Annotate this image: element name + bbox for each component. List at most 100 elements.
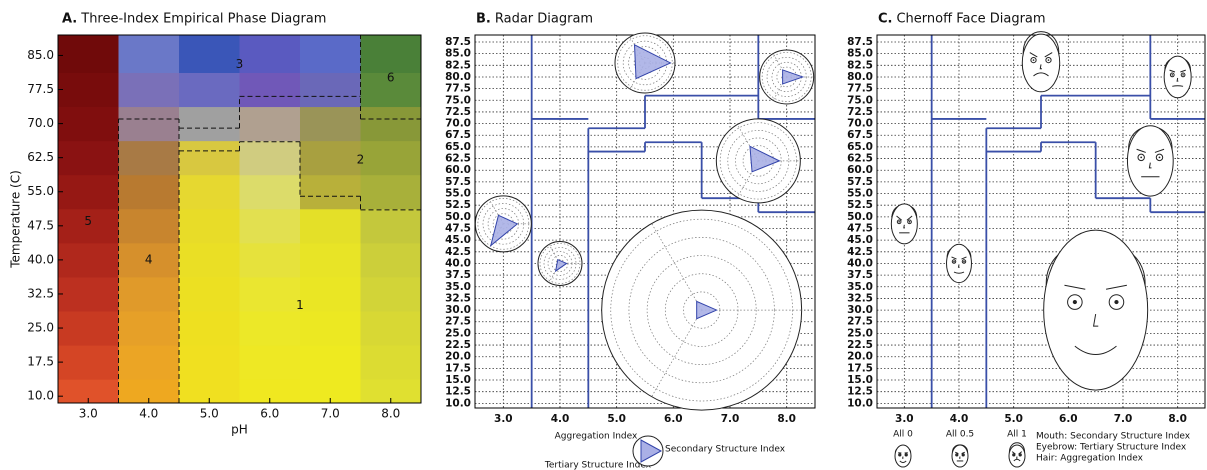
heatmap-cell — [300, 243, 361, 278]
y-tick-label: 77.5 — [445, 83, 471, 95]
heatmap-cell — [240, 311, 301, 346]
x-tick-label: 4.0 — [551, 413, 570, 425]
y-tick-label: 72.5 — [847, 106, 873, 118]
y-tick-label: 50.0 — [847, 211, 873, 223]
y-tick-label: 10.0 — [445, 397, 471, 409]
y-tick-label: 77.5 — [27, 82, 54, 96]
y-tick-label: 20.0 — [445, 351, 471, 363]
y-tick-label: 45.0 — [445, 234, 471, 246]
heatmap-cell — [361, 141, 422, 176]
x-tick-label: 7.0 — [721, 413, 740, 425]
x-tick-label: 8.0 — [381, 407, 400, 421]
x-tick-label: 6.0 — [1059, 413, 1078, 425]
heatmap-cell — [240, 35, 301, 73]
y-tick-label: 15.0 — [445, 374, 471, 386]
legend-tertiary: Tertiary Structure Index — [544, 461, 652, 470]
y-tick-label: 22.5 — [445, 339, 471, 351]
y-tick-label: 10.0 — [27, 389, 54, 403]
y-tick-label: 50.0 — [445, 211, 471, 223]
heatmap-cell — [361, 277, 422, 312]
legend-secondary: Secondary Structure Index — [665, 445, 786, 455]
legend-text: Hair: Aggregation Index — [1036, 454, 1144, 464]
face-pupil — [1033, 59, 1035, 61]
y-tick-label: 22.5 — [847, 339, 873, 351]
heatmap-cell — [179, 243, 240, 278]
heatmap-cell — [179, 277, 240, 312]
heatmap-cell — [361, 35, 422, 73]
face — [1164, 56, 1191, 98]
y-tick-label: 25.0 — [27, 321, 54, 335]
heatmap-cell — [58, 277, 119, 312]
face-pupil — [1048, 59, 1050, 61]
face-pupil — [1019, 454, 1021, 456]
region-label: 6 — [387, 71, 395, 85]
y-tick-label: 57.5 — [445, 176, 471, 188]
face-pupil — [905, 454, 907, 456]
heatmap-cell — [119, 35, 180, 73]
y-tick-label: 37.5 — [847, 269, 873, 281]
heatmap-cell — [361, 345, 422, 380]
region-label: 2 — [357, 152, 365, 166]
face-pupil — [899, 454, 901, 456]
region-label: 5 — [84, 214, 92, 228]
heatmap-cell — [179, 72, 240, 107]
heatmap-cell — [300, 72, 361, 107]
x-tick-label: 7.0 — [1114, 413, 1133, 425]
legend-face-label: All 0 — [893, 430, 913, 440]
heatmap-cell — [58, 311, 119, 346]
face-pupil — [1073, 300, 1077, 304]
heatmap-cell — [240, 243, 301, 278]
y-tick-label: 45.0 — [847, 234, 873, 246]
heatmap-cell — [179, 311, 240, 346]
heatmap-cell — [179, 141, 240, 176]
y-tick-label: 75.0 — [847, 94, 873, 106]
heatmap-cell — [240, 277, 301, 312]
y-tick-label: 82.5 — [847, 59, 873, 71]
y-tick-label: 52.5 — [445, 199, 471, 211]
heatmap-cell — [119, 277, 180, 312]
face — [895, 445, 911, 467]
y-tick-label: 72.5 — [445, 106, 471, 118]
y-tick-label: 70.0 — [847, 118, 873, 130]
y-tick-label: 27.5 — [445, 316, 471, 328]
y-tick-label: 47.5 — [847, 222, 873, 234]
y-tick-label: 60.0 — [847, 164, 873, 176]
face — [1127, 126, 1173, 196]
y-tick-label: 75.0 — [445, 94, 471, 106]
y-tick-label: 87.5 — [445, 36, 471, 48]
figure: A.Three-Index Empirical Phase Diagram10.… — [0, 0, 1207, 470]
y-tick-label: 42.5 — [847, 246, 873, 258]
face-pupil — [909, 221, 911, 223]
heatmap-cell — [179, 209, 240, 244]
x-axis-label: pH — [231, 423, 248, 437]
y-tick-label: 12.5 — [847, 386, 873, 398]
heatmap-cell — [119, 72, 180, 107]
x-tick-label: 6.0 — [260, 407, 279, 421]
heatmap-cell — [240, 175, 301, 210]
x-tick-label: 8.0 — [1168, 413, 1187, 425]
face-pupil — [963, 261, 965, 263]
y-tick-label: 30.0 — [445, 304, 471, 316]
y-tick-label: 70.0 — [27, 116, 54, 130]
face — [1022, 34, 1059, 92]
heatmap-cell — [119, 107, 180, 142]
heatmap-cell — [300, 107, 361, 142]
y-tick-label: 17.5 — [445, 362, 471, 374]
face-nose — [1017, 457, 1018, 459]
y-axis-label: Temperature (C) — [9, 170, 23, 269]
y-tick-label: 62.5 — [445, 153, 471, 165]
y-tick-label: 60.0 — [445, 164, 471, 176]
y-tick-label: 70.0 — [445, 118, 471, 130]
panel-label: A. — [62, 12, 77, 27]
legend-face-label: All 1 — [1007, 430, 1027, 440]
y-tick-label: 17.5 — [27, 355, 54, 369]
face-pupil — [1114, 300, 1118, 304]
y-tick-label: 62.5 — [27, 150, 54, 164]
y-tick-label: 32.5 — [847, 292, 873, 304]
y-tick-label: 67.5 — [847, 129, 873, 141]
face-pupil — [1159, 156, 1161, 158]
x-tick-label: 4.0 — [950, 413, 969, 425]
face-pupil — [1182, 74, 1184, 76]
face-pupil — [1140, 156, 1142, 158]
y-tick-label: 25.0 — [445, 327, 471, 339]
